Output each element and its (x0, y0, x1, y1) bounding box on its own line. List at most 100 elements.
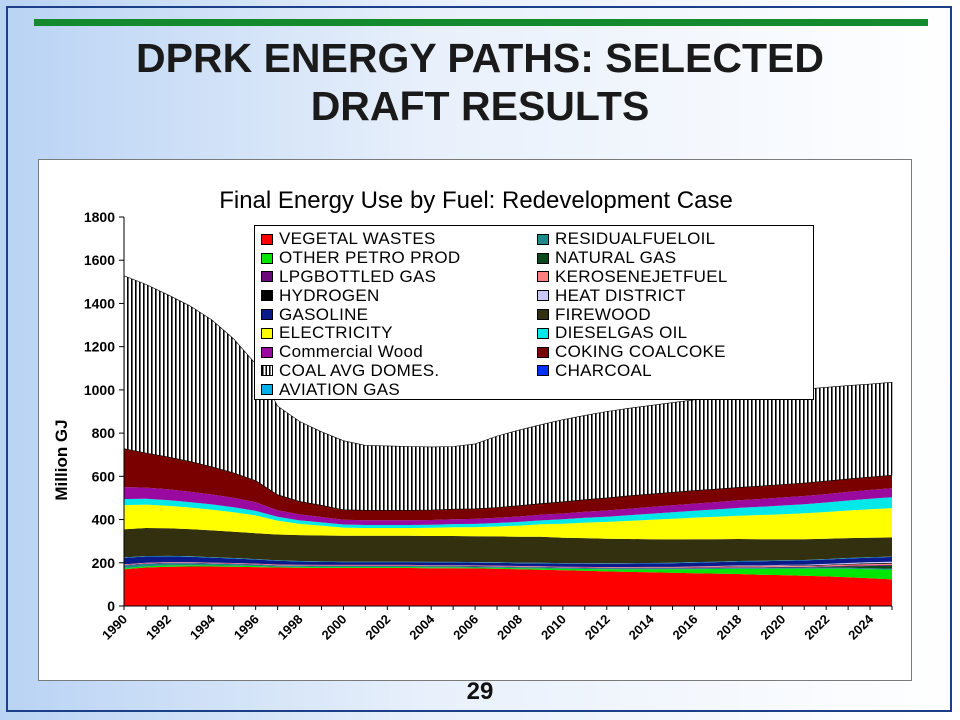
legend-swatch (537, 290, 549, 302)
y-tick-label: 800 (92, 425, 116, 441)
x-tick-label: 1990 (99, 612, 130, 643)
legend-item-coal-avg-domes: COAL AVG DOMES. (261, 360, 533, 381)
legend-swatch (261, 327, 273, 339)
legend-label: COAL AVG DOMES. (279, 360, 440, 380)
slide-frame (6, 6, 952, 712)
x-tick-label: 1994 (187, 611, 219, 643)
legend-item-vegetal-wastes: VEGETAL WASTES (261, 229, 533, 249)
x-tick-label: 2000 (318, 612, 349, 643)
slide-title-line-2: DRAFT RESULTS (310, 83, 650, 129)
x-tick-label: 1996 (231, 612, 262, 643)
legend-swatch (537, 271, 549, 283)
x-tick-label: 2014 (626, 611, 658, 643)
area-series-other-petro-prod (124, 565, 892, 580)
legend-item-coking-coalcoke: COKING COALCOKE (537, 342, 809, 362)
y-tick-label: 600 (92, 468, 116, 484)
legend-swatch (261, 309, 273, 321)
x-tick-label: 2022 (801, 612, 832, 643)
legend-label: AVIATION GAS (279, 379, 401, 399)
x-tick-label: 2006 (450, 612, 481, 643)
legend-swatch (261, 290, 273, 302)
stacked-area-chart: Final Energy Use by Fuel: Redevelopment … (52, 187, 893, 643)
y-tick-label: 1800 (84, 209, 115, 225)
legend-label: ELECTRICITY (279, 323, 393, 343)
legend-swatch (261, 365, 273, 377)
x-tick-label: 2018 (713, 612, 744, 643)
legend-label: LPGBOTTLED GAS (279, 267, 437, 286)
y-tick-label: 1600 (84, 252, 115, 268)
area-series-coal-avg-domes (123, 275, 893, 511)
legend-item-commercial-wood: Commercial Wood (261, 342, 533, 362)
legend-label: OTHER PETRO PROD (279, 248, 461, 268)
legend-swatch (261, 233, 273, 245)
x-tick-label: 2010 (538, 612, 569, 643)
legend-item-lpgbottled-gas: LPGBOTTLED GAS (261, 267, 533, 287)
x-tick-label: 1992 (143, 612, 174, 643)
legend-label: VEGETAL WASTES (279, 229, 436, 249)
area-series-dieselgas-oil (124, 497, 892, 528)
legend-label: GASOLINE (279, 304, 369, 324)
legend-label: HYDROGEN (279, 285, 380, 305)
legend-swatch (261, 346, 273, 358)
area-series-firewood (124, 528, 892, 564)
y-tick-label: 1200 (84, 339, 115, 355)
legend-swatch (537, 365, 549, 377)
legend-label: FIREWOOD (555, 304, 651, 324)
y-tick-label: 1000 (84, 382, 115, 398)
legend-swatch (537, 233, 549, 245)
page-number: 29 (466, 678, 494, 705)
legend-swatch (537, 309, 549, 321)
legend-item-dieselgas-oil: DIESELGAS OIL (537, 323, 809, 343)
x-tick-label: 2016 (670, 612, 701, 643)
area-series-electricity (124, 504, 892, 540)
legend-item-heat-district: HEAT DISTRICT (537, 286, 809, 305)
accent-bar (34, 19, 928, 26)
chart-title: Final Energy Use by Fuel: Redevelopment … (219, 187, 733, 214)
legend-item-gasoline: GASOLINE (261, 305, 533, 324)
y-tick-label: 200 (92, 555, 116, 571)
legend-label: KEROSENEJETFUEL (555, 267, 728, 286)
legend-swatch (261, 252, 273, 264)
y-tick-label: 1400 (84, 295, 115, 311)
chart-legend: VEGETAL WASTES RESIDUALFUELOIL OTHER PETRO… (254, 225, 814, 400)
legend-label: CHARCOAL (555, 360, 652, 380)
slide-title-line-1: DPRK ENERGY PATHS: SELECTED (136, 35, 824, 81)
legend-label: NATURAL GAS (555, 248, 677, 268)
legend-item-hydrogen: HYDROGEN (261, 286, 533, 305)
legend-label: Commercial Wood (279, 342, 424, 362)
legend-swatch (537, 252, 549, 264)
area-series-residualfueloil (124, 563, 892, 570)
legend-item-electricity: ELECTRICITY (261, 323, 533, 343)
area-series-commercial-wood (124, 487, 892, 525)
area-series-coking-coalcoke (124, 448, 892, 521)
legend-label: RESIDUALFUELOIL (555, 229, 716, 249)
legend-item-charcoal: CHARCOAL (537, 360, 809, 381)
y-tick-label: 0 (107, 598, 115, 614)
legend-item-firewood: FIREWOOD (537, 305, 809, 324)
area-series-lpgbottled-gas (124, 562, 892, 569)
legend-swatch (261, 384, 273, 396)
y-axis-label: Million GJ (52, 419, 71, 500)
legend-item-natural-gas: NATURAL GAS (537, 248, 809, 268)
legend-item-aviation-gas: AVIATION GAS (261, 380, 533, 399)
slide-title: DPRK ENERGY PATHS: SELECTED DRAFT RESULT… (40, 34, 920, 130)
area-series-gasoline (124, 556, 892, 568)
area-series-kerosenejetfuel (124, 562, 892, 568)
legend-swatch (261, 271, 273, 283)
legend-label: DIESELGAS OIL (555, 323, 688, 343)
legend-item-other-petro-prod: OTHER PETRO PROD (261, 248, 533, 268)
y-tick-label: 400 (92, 512, 116, 528)
x-tick-label: 2008 (494, 612, 525, 643)
legend-label: COKING COALCOKE (555, 342, 726, 362)
legend-swatch (537, 346, 549, 358)
x-tick-label: 2002 (362, 612, 393, 643)
legend-label: HEAT DISTRICT (555, 285, 686, 305)
area-series-vegetal-wastes (124, 566, 892, 606)
x-tick-label: 2004 (406, 611, 438, 643)
x-tick-label: 1998 (275, 612, 306, 643)
legend-swatch (537, 327, 549, 339)
legend-item-kerosenejetfuel: KEROSENEJETFUEL (537, 267, 809, 287)
legend-item-residualfueloil: RESIDUALFUELOIL (537, 229, 809, 249)
x-tick-label: 2024 (845, 611, 877, 643)
x-tick-label: 2020 (757, 612, 788, 643)
